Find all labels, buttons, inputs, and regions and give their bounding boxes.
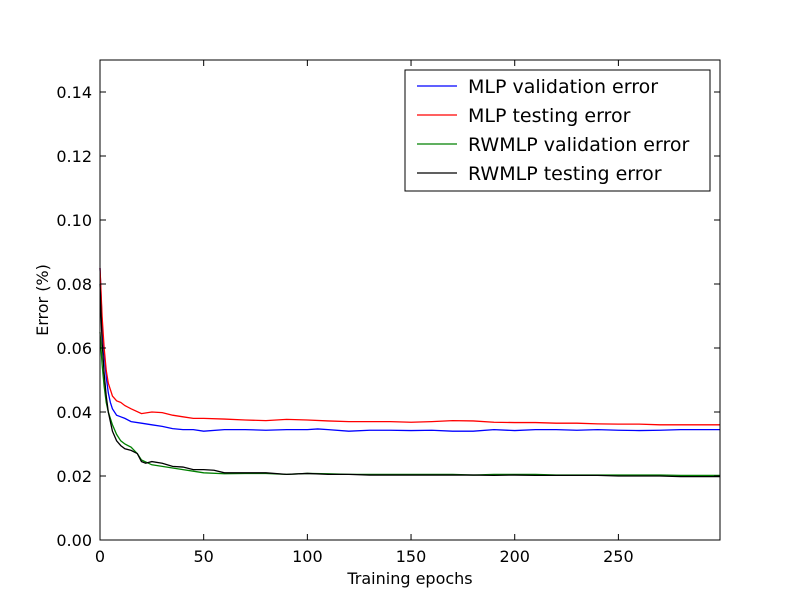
y-tick-label: 0.14 — [56, 83, 92, 102]
y-tick-label: 0.04 — [56, 403, 92, 422]
series-line-2 — [99, 267, 720, 426]
x-tick-label: 150 — [396, 547, 427, 566]
series-line-4 — [99, 283, 720, 478]
legend: MLP validation error MLP testing error RWM… — [404, 69, 711, 192]
axes-frame — [99, 59, 721, 541]
y-tick-label: 0.02 — [56, 467, 92, 486]
plot-area: 0 50 100 150 200 250 0.00 0.02 0.04 0.06 0.08 0.10… — [56, 59, 721, 566]
y-axis-ticks: 0.00 0.02 0.04 0.06 0.08 0.10 0.12 0.14 — [56, 83, 720, 550]
x-tick-label: 200 — [499, 547, 530, 566]
series-line-1 — [99, 267, 720, 432]
legend-label: RWMLP testing error — [468, 163, 662, 185]
y-tick-label: 0.10 — [56, 211, 92, 230]
y-axis-label: Error (%) — [33, 264, 52, 336]
legend-label: MLP validation error — [468, 76, 658, 98]
x-tick-label: 250 — [603, 547, 634, 566]
y-tick-label: 0.06 — [56, 339, 92, 358]
x-axis-ticks: 0 50 100 150 200 250 — [95, 60, 634, 566]
x-tick-label: 0 — [95, 547, 105, 566]
legend-label: MLP testing error — [468, 105, 631, 127]
x-tick-label: 100 — [292, 547, 323, 566]
y-tick-label: 0.00 — [56, 531, 92, 550]
series-layer — [99, 267, 720, 478]
legend-label: RWMLP validation error — [468, 134, 689, 156]
legend-box — [404, 69, 711, 192]
y-tick-label: 0.08 — [56, 275, 92, 294]
x-axis-label: Training epochs — [346, 569, 472, 588]
y-tick-label: 0.12 — [56, 147, 92, 166]
x-tick-label: 50 — [193, 547, 213, 566]
